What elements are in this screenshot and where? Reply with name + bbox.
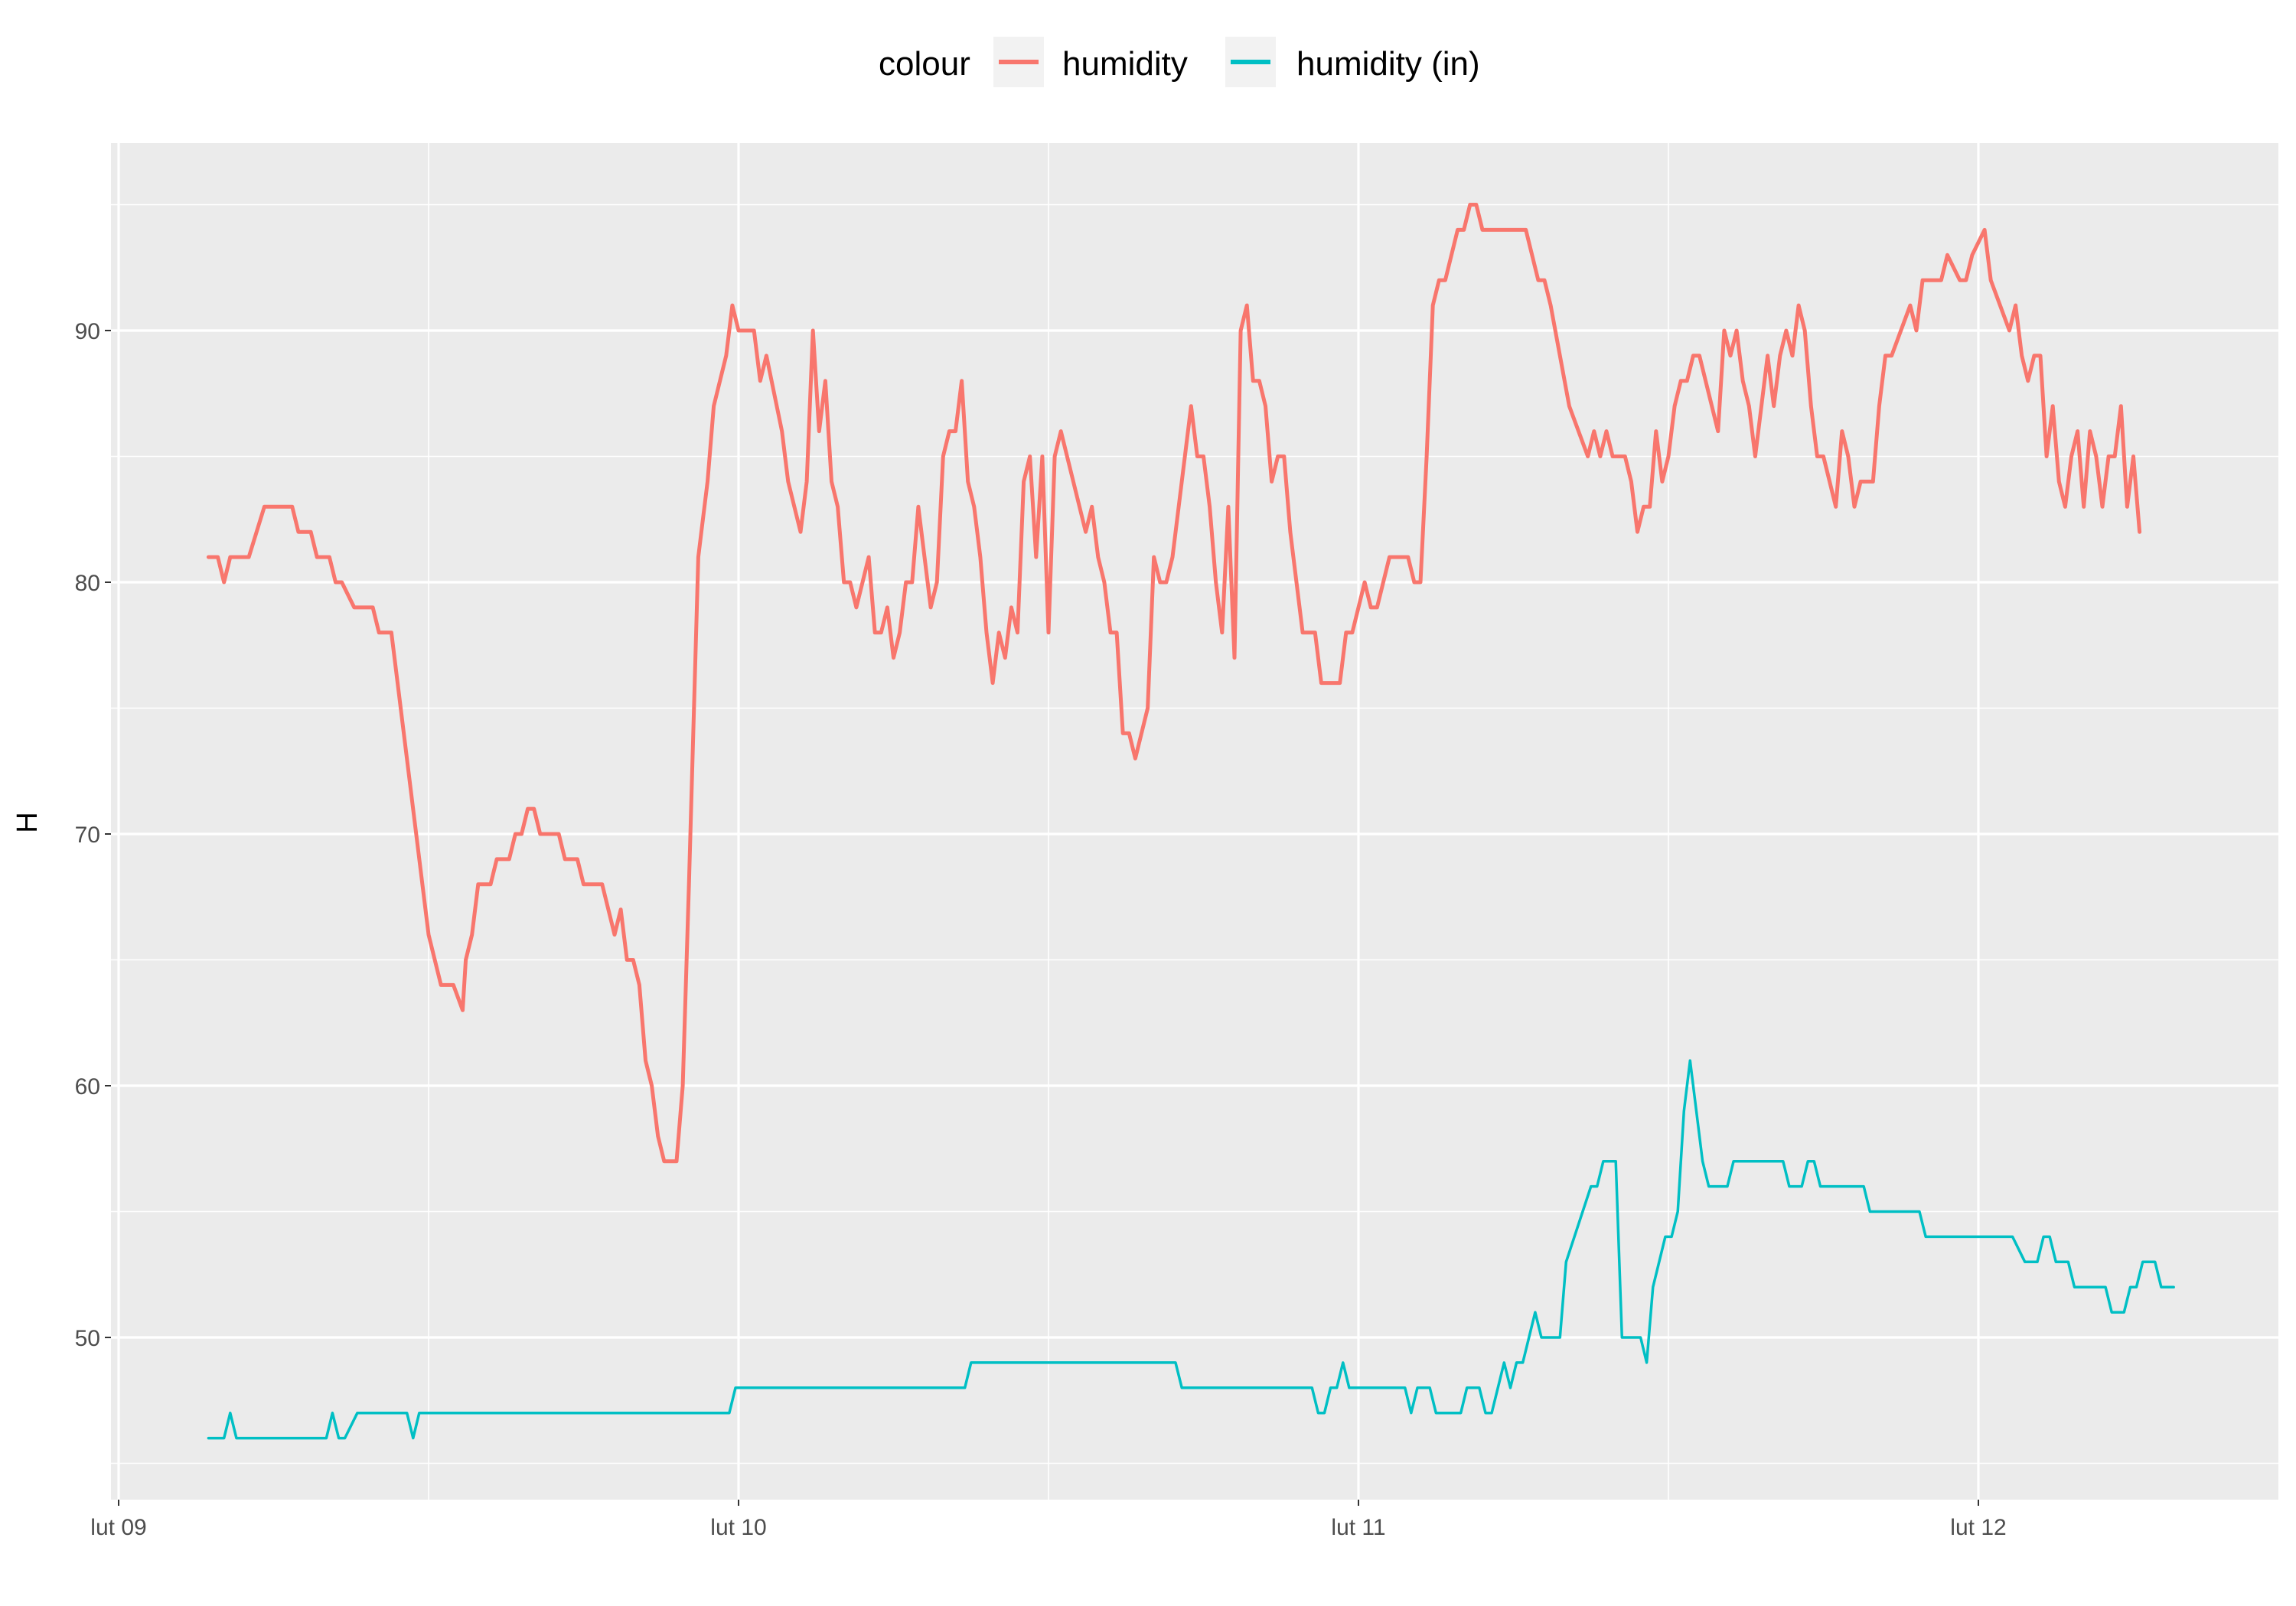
legend-label-humidity: humidity xyxy=(1062,45,1188,83)
legend-title: colour xyxy=(879,45,970,83)
x-axis: lut 09 lut 10 lut 11 lut 12 xyxy=(90,1500,2007,1540)
series-line-humidity-in xyxy=(207,1059,2175,1440)
plot-panel xyxy=(111,143,2278,1500)
x-tick-label: lut 11 xyxy=(1331,1515,1385,1540)
y-tick-label: 70 xyxy=(75,823,100,848)
y-tick-label: 60 xyxy=(75,1074,100,1099)
series-layer xyxy=(206,203,2175,1440)
y-tick-label: 90 xyxy=(75,319,100,344)
x-tick-label: lut 10 xyxy=(710,1515,766,1540)
series-line-humidity xyxy=(206,203,2142,1164)
legend-label-humidity-in: humidity (in) xyxy=(1296,45,1480,83)
y-axis: 50 60 70 80 90 xyxy=(75,319,111,1351)
x-tick-label: lut 09 xyxy=(90,1515,146,1540)
y-tick-label: 80 xyxy=(75,571,100,596)
x-tick-label: lut 12 xyxy=(1950,1515,2006,1540)
y-axis-title: H xyxy=(11,812,44,832)
y-tick-label: 50 xyxy=(75,1326,100,1351)
legend: colour humidity humidity (in) xyxy=(879,37,1480,87)
grid-major xyxy=(111,143,2278,1500)
